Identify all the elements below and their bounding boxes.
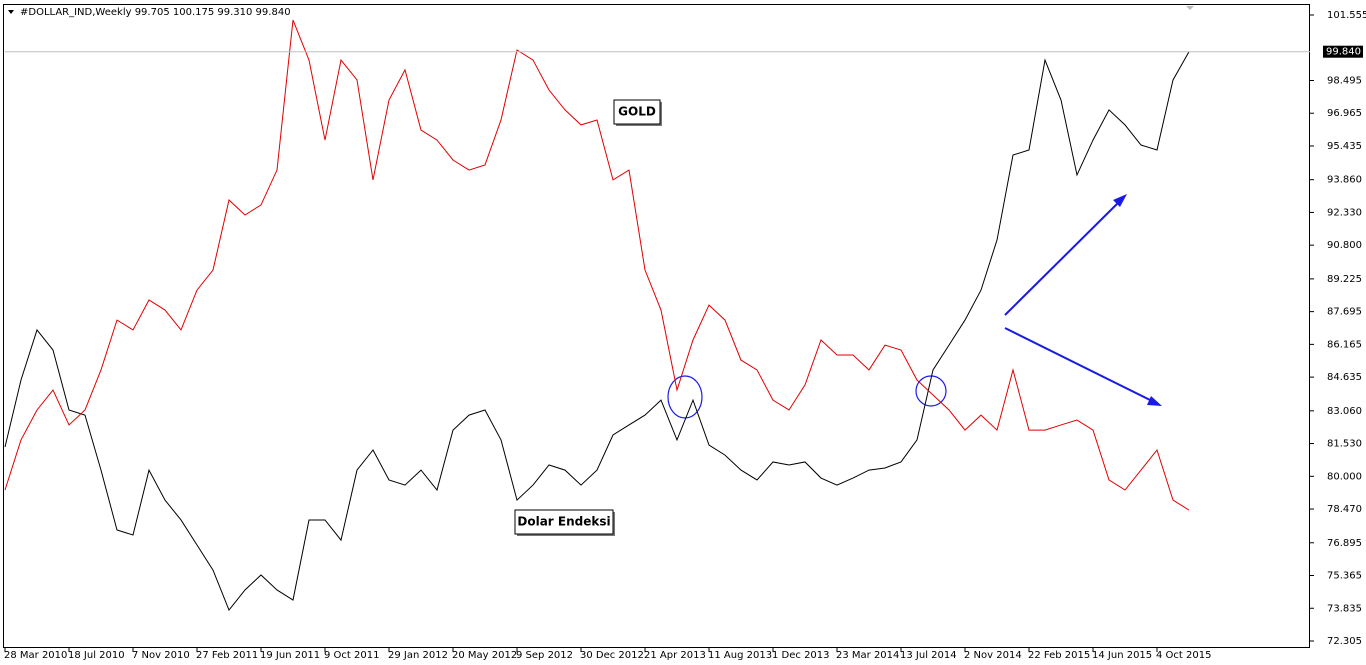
y-tick-label: 93.860 (1327, 175, 1362, 186)
y-tick-label: 87.695 (1327, 307, 1362, 318)
y-tick-label: 76.895 (1327, 538, 1362, 549)
y-tick-label: 80.000 (1327, 471, 1362, 482)
x-tick-label: 22 Feb 2015 (1028, 650, 1090, 661)
x-tick-label: 9 Sep 2012 (516, 650, 573, 661)
y-tick-label: 73.835 (1327, 603, 1362, 614)
last-price-box (1323, 45, 1363, 58)
y-tick-label: 98.495 (1327, 75, 1362, 86)
arrow (1004, 198, 1123, 316)
y-tick-label: 95.435 (1327, 141, 1362, 152)
arrowhead (1113, 194, 1127, 207)
y-tick-label: 90.800 (1327, 240, 1362, 251)
x-tick-label: 29 Jan 2012 (388, 650, 448, 661)
series-annotation: Dolar Endeksi (517, 515, 610, 529)
y-tick-label: 83.060 (1327, 406, 1362, 417)
menu-triangle (8, 10, 14, 14)
last-price-label: 99.840 (1326, 47, 1361, 58)
y-tick-label: 89.225 (1327, 274, 1362, 285)
x-tick-label: 20 May 2012 (452, 650, 517, 661)
x-tick-label: 14 Jun 2015 (1092, 650, 1152, 661)
scroll-marker (1186, 6, 1194, 10)
y-tick-label: 96.965 (1327, 108, 1362, 119)
x-tick-label: 13 Jul 2014 (900, 650, 957, 661)
y-tick-label: 101.555 (1327, 10, 1366, 21)
x-tick-label: 18 Jul 2010 (68, 650, 125, 661)
x-tick-label: 19 Jun 2011 (260, 650, 320, 661)
annotation-box (514, 509, 614, 535)
y-tick-label: 78.470 (1327, 504, 1362, 515)
y-tick-label: 92.330 (1327, 207, 1362, 218)
x-tick-label: 4 Oct 2015 (1156, 650, 1211, 661)
x-tick-label: 27 Feb 2011 (196, 650, 258, 661)
series-annotation: GOLD (618, 105, 656, 119)
y-tick-label: 84.635 (1327, 372, 1362, 383)
highlight-circle (667, 375, 703, 419)
x-tick-label: 2 Nov 2014 (964, 650, 1022, 661)
x-tick-label: 21 Apr 2013 (644, 650, 706, 661)
x-tick-label: 9 Oct 2011 (324, 650, 379, 661)
x-tick-label: 11 Aug 2013 (708, 650, 772, 661)
line-series (4, 19, 1190, 511)
x-tick-label: 30 Dec 2012 (580, 650, 644, 661)
x-tick-label: 7 Nov 2010 (132, 650, 190, 661)
arrowhead (1147, 396, 1162, 406)
y-tick-label: 86.165 (1327, 339, 1362, 350)
x-tick-label: 28 Mar 2010 (4, 650, 67, 661)
arrow (1004, 327, 1157, 404)
x-tick-label: 23 Mar 2014 (836, 650, 899, 661)
highlight-circle (915, 375, 947, 407)
chart-title: #DOLLAR_IND,Weekly 99.705 100.175 99.310… (20, 7, 291, 18)
line-series (4, 51, 1190, 612)
x-tick-label: 1 Dec 2013 (772, 650, 830, 661)
y-tick-label: 75.365 (1327, 571, 1362, 582)
annotation-box (613, 99, 661, 125)
y-tick-label: 81.530 (1327, 439, 1362, 450)
y-tick-label: 72.305 (1327, 636, 1362, 647)
